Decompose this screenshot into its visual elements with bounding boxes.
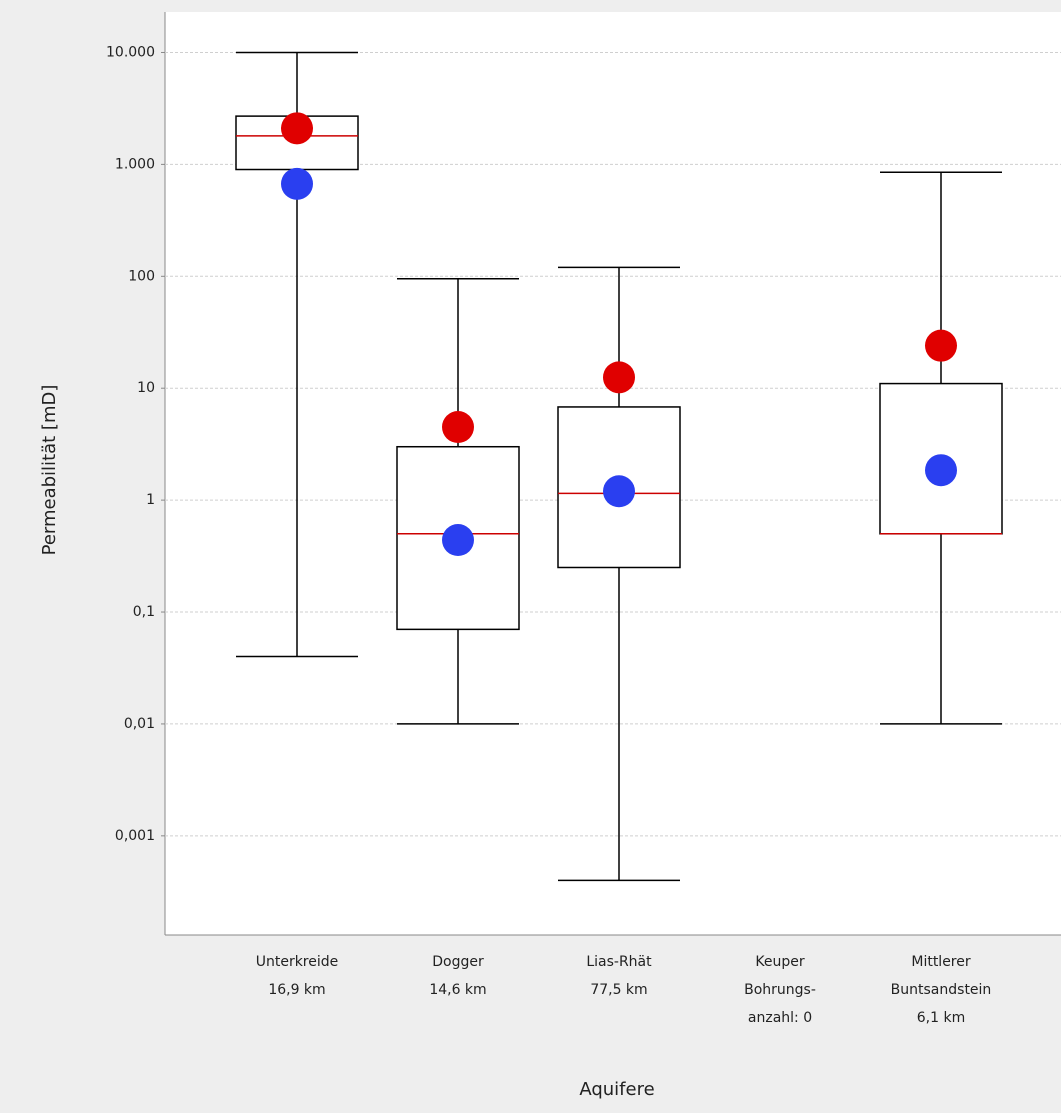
y-tick-label: 0,01: [124, 716, 155, 732]
y-tick-label: 1.000: [115, 156, 155, 172]
marker: [603, 475, 635, 508]
x-tick-label: Mittlerer: [911, 954, 971, 970]
y-tick-label: 10: [137, 380, 155, 396]
x-tick-label: Dogger: [432, 954, 484, 970]
y-tick-label: 1: [146, 492, 155, 508]
y-tick-label: 0,1: [133, 604, 155, 620]
x-tick-label: Unterkreide: [256, 954, 339, 970]
marker: [925, 329, 957, 362]
marker: [442, 411, 474, 444]
x-tick-label: Bohrungs-: [744, 982, 816, 998]
marker: [442, 524, 474, 557]
x-axis-label: Aquifere: [579, 1079, 654, 1100]
x-tick-label: Buntsandstein: [891, 982, 992, 998]
y-axis-label: Permeabilität [mD]: [39, 385, 60, 556]
y-tick-label: 100: [128, 268, 155, 284]
x-tick-label: 14,6 km: [429, 982, 486, 998]
x-tick-label: anzahl: 0: [748, 1010, 812, 1026]
x-tick-label: Lias-Rhät: [586, 954, 652, 970]
y-tick-label: 0,001: [115, 828, 155, 844]
x-tick-label: Keuper: [755, 954, 804, 970]
x-tick-label: 6,1 km: [917, 1010, 965, 1026]
marker: [281, 167, 313, 200]
marker: [281, 112, 313, 145]
y-tick-label: 10.000: [106, 44, 155, 60]
x-tick-label: 16,9 km: [268, 982, 325, 998]
x-tick-label: 77,5 km: [590, 982, 647, 998]
marker: [603, 361, 635, 394]
marker: [925, 454, 957, 487]
